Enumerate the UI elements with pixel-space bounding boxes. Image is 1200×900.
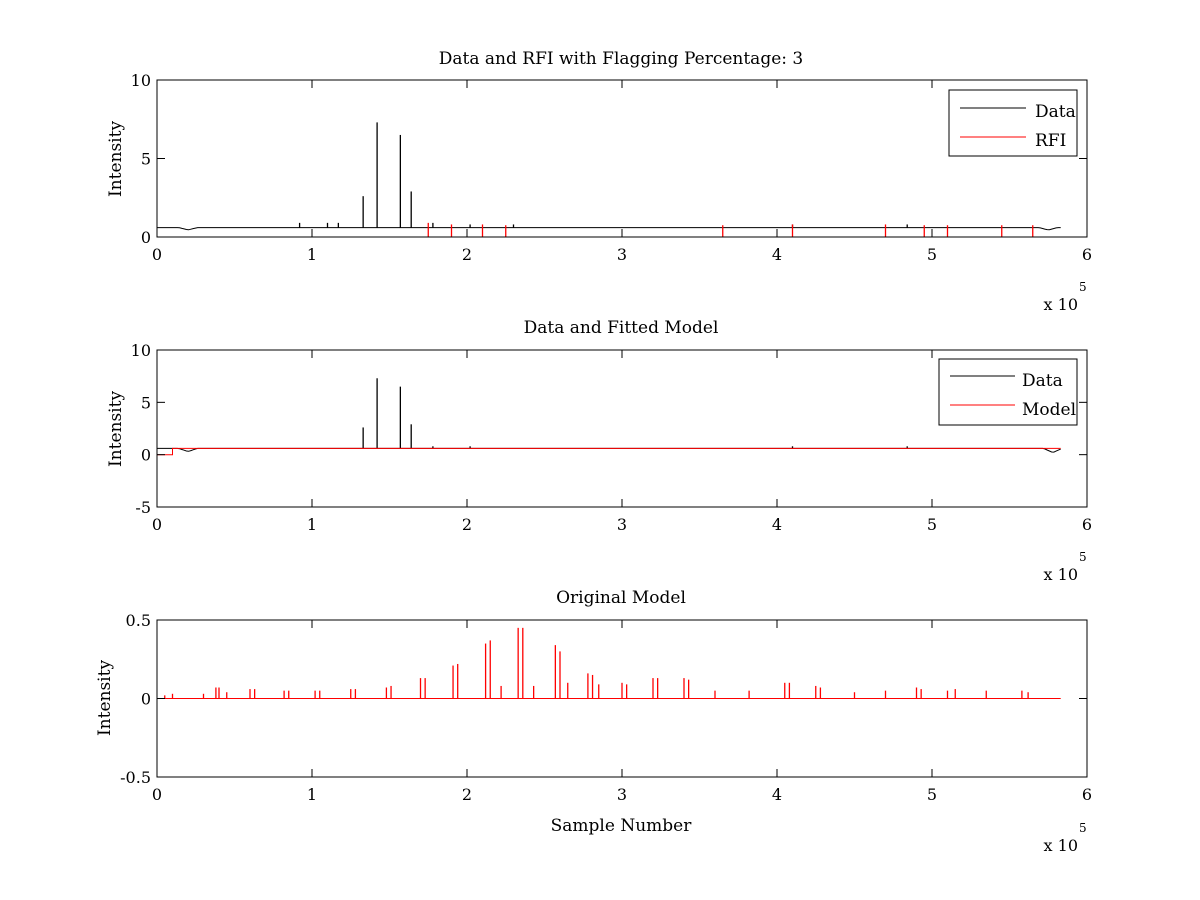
tick-marks <box>156 79 1088 238</box>
x-tick-label: 6 <box>1082 515 1092 534</box>
exponent-power: 5 <box>1079 550 1087 564</box>
x-tick-label: 1 <box>307 515 317 534</box>
y-tick-label: 10 <box>131 71 151 90</box>
y-tick-label: 0.5 <box>126 611 151 630</box>
y-axis-label: Intensity <box>106 121 126 197</box>
x-tick-label: 3 <box>617 245 627 264</box>
y-tick-label: 5 <box>141 393 151 412</box>
x-tick-label: 4 <box>772 785 782 804</box>
series-line-data <box>157 227 1061 231</box>
x-tick-label: 2 <box>462 515 472 534</box>
exponent-base: x 10 <box>1044 565 1078 584</box>
legend-label: Data <box>1035 102 1076 122</box>
y-tick-labels: 0 5 10 <box>131 71 151 247</box>
x-tick-label: 0 <box>152 515 162 534</box>
legend: Data Model <box>938 358 1078 426</box>
legend-label: Data <box>1022 371 1063 391</box>
y-tick-labels: -5 0 5 10 <box>131 341 151 517</box>
x-tick-labels: 0 1 2 3 4 5 6 <box>152 245 1092 264</box>
x-axis-exponent: x 10 5 <box>1044 550 1087 584</box>
subplot-original-model: Original Model Intensity 0 1 2 3 4 5 6 -… <box>95 588 1092 855</box>
subplot-title: Original Model <box>556 588 686 608</box>
x-tick-label: 5 <box>927 785 937 804</box>
x-tick-label: 6 <box>1082 785 1092 804</box>
x-tick-label: 2 <box>462 245 472 264</box>
x-tick-label: 5 <box>927 515 937 534</box>
x-tick-label: 0 <box>152 245 162 264</box>
exponent-base: x 10 <box>1044 295 1078 314</box>
legend-box <box>938 358 1078 426</box>
exponent-power: 5 <box>1079 821 1087 835</box>
tick-marks <box>156 619 1088 778</box>
x-tick-label: 3 <box>617 515 627 534</box>
x-tick-labels: 0 1 2 3 4 5 6 <box>152 515 1092 534</box>
x-axis-exponent: x 10 5 <box>1044 280 1087 314</box>
exponent-base: x 10 <box>1044 836 1078 855</box>
y-tick-label: -5 <box>135 498 151 517</box>
legend: Data RFI <box>948 89 1078 157</box>
y-tick-label: 5 <box>141 150 151 169</box>
y-tick-label: 0 <box>141 446 151 465</box>
legend-label: Model <box>1022 400 1076 420</box>
x-tick-labels: 0 1 2 3 4 5 6 <box>152 785 1092 804</box>
x-tick-label: 2 <box>462 785 472 804</box>
subplot-title: Data and RFI with Flagging Percentage: 3 <box>439 49 803 69</box>
y-tick-label: -0.5 <box>120 768 151 787</box>
series-line-model <box>156 447 1061 456</box>
y-axis-label: Intensity <box>95 660 115 736</box>
x-axis-label: Sample Number <box>551 816 693 836</box>
y-axis-label: Intensity <box>106 391 126 467</box>
exponent-power: 5 <box>1079 280 1087 294</box>
x-tick-label: 4 <box>772 245 782 264</box>
legend-label: RFI <box>1035 131 1066 151</box>
y-tick-label: 10 <box>131 341 151 360</box>
x-tick-label: 3 <box>617 785 627 804</box>
subplot-rfi-flagging: Data and RFI with Flagging Percentage: 3… <box>106 49 1092 314</box>
y-tick-label: 0 <box>141 690 151 709</box>
subplot-title: Data and Fitted Model <box>524 318 719 338</box>
x-axis-exponent: x 10 5 <box>1044 821 1087 855</box>
x-tick-label: 1 <box>307 785 317 804</box>
legend-box <box>948 89 1078 157</box>
x-tick-label: 4 <box>772 515 782 534</box>
x-tick-label: 5 <box>927 245 937 264</box>
y-tick-label: 0 <box>141 228 151 247</box>
plot-marks <box>157 122 1061 237</box>
y-tick-labels: -0.5 0 0.5 <box>120 611 151 787</box>
x-tick-label: 0 <box>152 785 162 804</box>
x-tick-label: 6 <box>1082 245 1092 264</box>
x-tick-label: 1 <box>307 245 317 264</box>
tick-marks <box>156 349 1088 508</box>
plot-marks <box>156 378 1061 456</box>
plot-marks <box>157 627 1061 699</box>
subplot-fitted-model: Data and Fitted Model Intensity 0 1 2 3 … <box>106 318 1092 584</box>
